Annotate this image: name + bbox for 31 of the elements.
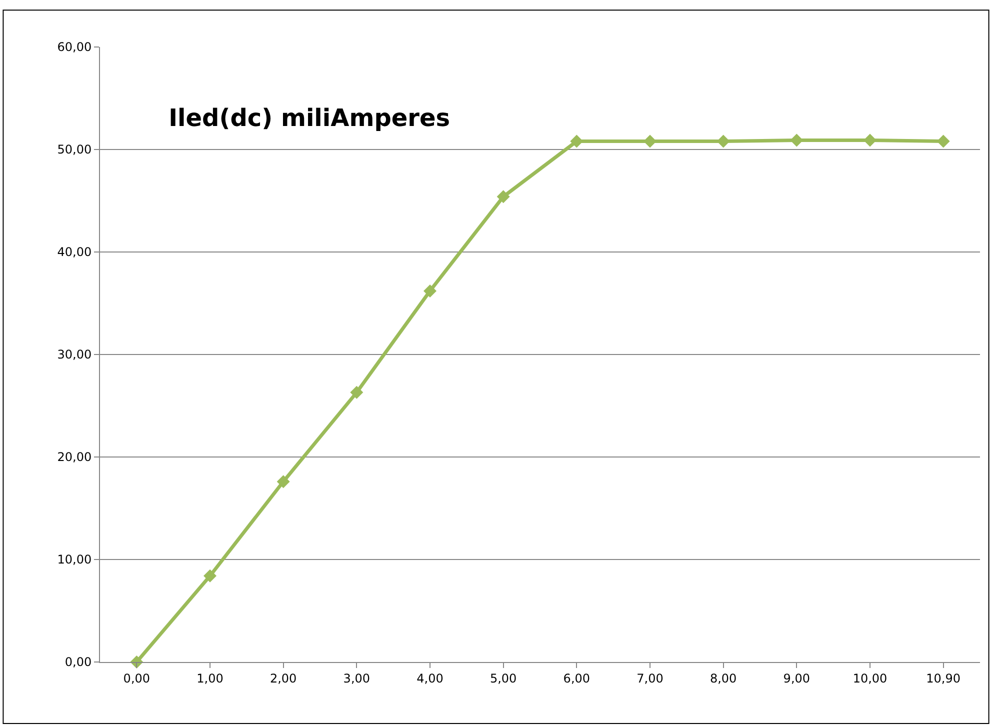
point (864, 134, 876, 147)
point (496, 190, 510, 204)
x-tick-label: 2,00 (270, 671, 297, 686)
y-tick-label: 0,00 (64, 655, 92, 670)
x-tick-label: 8,00 (710, 671, 737, 686)
x-tick-label: 0,00 (123, 671, 150, 686)
x-tick-label: 3,00 (343, 671, 370, 686)
x-tick-label: 6,00 (563, 671, 590, 686)
point (350, 386, 364, 399)
text: Iled(dc) miliAmperes (168, 104, 450, 132)
point (790, 134, 804, 147)
point (424, 284, 436, 298)
x-tick-label: 10,00 (852, 671, 888, 686)
x-tick-label: 4,00 (416, 671, 444, 686)
y-tick-label: 30,00 (57, 348, 92, 362)
point (716, 134, 730, 148)
y-tick-label: 10,00 (57, 552, 92, 567)
y-tick-label: 20,00 (57, 450, 92, 464)
point (570, 134, 584, 148)
point (644, 134, 656, 148)
x-tick-label: 9,00 (783, 671, 810, 686)
x-tick-label: 10,90 (926, 671, 961, 686)
x-tick-label: 1,00 (196, 671, 224, 686)
x-tick-label: 5,00 (490, 671, 517, 686)
y-tick-label: 60,00 (57, 40, 92, 54)
x-tick-label: 7,00 (636, 671, 664, 686)
y-tick-label: 40,00 (57, 245, 92, 260)
point (276, 475, 290, 488)
y-tick-label: 50,00 (57, 142, 92, 157)
point (204, 569, 216, 582)
point (936, 134, 950, 148)
